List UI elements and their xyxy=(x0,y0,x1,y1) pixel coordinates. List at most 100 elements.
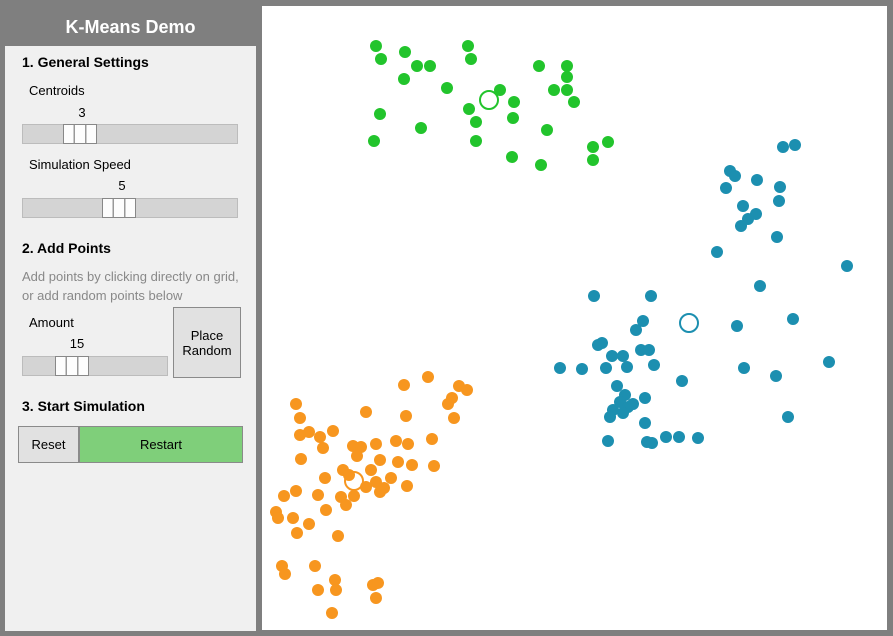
point xyxy=(327,425,339,437)
point xyxy=(506,151,518,163)
point xyxy=(295,453,307,465)
point xyxy=(290,398,302,410)
point xyxy=(348,490,360,502)
point xyxy=(604,411,616,423)
point xyxy=(611,380,623,392)
point xyxy=(535,159,547,171)
place-random-button[interactable]: Place Random xyxy=(173,307,241,378)
point xyxy=(462,40,474,52)
point xyxy=(602,435,614,447)
restart-button[interactable]: Restart xyxy=(79,426,243,463)
point xyxy=(320,504,332,516)
point xyxy=(588,290,600,302)
point xyxy=(731,320,743,332)
point xyxy=(278,490,290,502)
point xyxy=(374,454,386,466)
point xyxy=(711,246,723,258)
section-heading: 3. Start Simulation xyxy=(22,398,145,414)
point xyxy=(554,362,566,374)
amount-slider[interactable] xyxy=(22,356,168,376)
slider-value: 3 xyxy=(78,105,86,120)
hint: Add points by clicking directly on grid,… xyxy=(22,269,239,303)
side-panel: 1. General Settings Centroids 3 Simulati… xyxy=(5,46,256,631)
point xyxy=(290,485,302,497)
point xyxy=(406,459,418,471)
point xyxy=(401,480,413,492)
point xyxy=(368,135,380,147)
point xyxy=(340,499,352,511)
point xyxy=(351,450,363,462)
point xyxy=(823,356,835,368)
speed-slider[interactable] xyxy=(22,198,238,218)
point xyxy=(645,290,657,302)
point xyxy=(648,359,660,371)
point xyxy=(428,460,440,472)
point xyxy=(627,398,639,410)
point xyxy=(692,432,704,444)
point xyxy=(630,324,642,336)
point xyxy=(561,84,573,96)
point xyxy=(639,392,651,404)
point xyxy=(541,124,553,136)
point xyxy=(422,371,434,383)
point xyxy=(729,170,741,182)
point xyxy=(372,577,384,589)
point xyxy=(312,489,324,501)
point xyxy=(319,472,331,484)
point xyxy=(600,362,612,374)
centroids-slider[interactable] xyxy=(22,124,238,144)
point xyxy=(314,431,326,443)
point xyxy=(287,512,299,524)
point xyxy=(773,195,785,207)
centroid xyxy=(344,471,364,491)
point xyxy=(533,60,545,72)
point xyxy=(508,96,520,108)
slider-value: 5 xyxy=(118,178,126,193)
point xyxy=(617,407,629,419)
point xyxy=(294,412,306,424)
section-heading: 1. General Settings xyxy=(22,54,149,70)
point xyxy=(355,441,367,453)
point xyxy=(770,370,782,382)
point xyxy=(774,181,786,193)
point xyxy=(673,431,685,443)
point xyxy=(294,429,306,441)
point xyxy=(370,592,382,604)
point-grid[interactable] xyxy=(262,6,887,630)
point xyxy=(751,174,763,186)
centroid xyxy=(479,90,499,110)
point xyxy=(399,46,411,58)
point xyxy=(771,231,783,243)
point xyxy=(646,437,658,449)
reset-button[interactable]: Reset xyxy=(18,426,79,463)
point xyxy=(279,568,291,580)
point xyxy=(374,486,386,498)
point xyxy=(365,464,377,476)
point xyxy=(463,103,475,115)
point xyxy=(272,512,284,524)
point xyxy=(720,182,732,194)
label: Centroids xyxy=(29,83,85,98)
label: Amount xyxy=(29,315,74,330)
point xyxy=(370,40,382,52)
point xyxy=(754,280,766,292)
point xyxy=(568,96,580,108)
point xyxy=(303,518,315,530)
point xyxy=(737,200,749,212)
point xyxy=(561,60,573,72)
point xyxy=(385,472,397,484)
point xyxy=(617,350,629,362)
point xyxy=(390,435,402,447)
point xyxy=(426,433,438,445)
point xyxy=(448,412,460,424)
point xyxy=(441,82,453,94)
point xyxy=(360,406,372,418)
app-title: K-Means Demo xyxy=(65,17,196,37)
point xyxy=(470,116,482,128)
point xyxy=(317,442,329,454)
point xyxy=(326,607,338,619)
point xyxy=(411,60,423,72)
point xyxy=(643,344,655,356)
point xyxy=(561,71,573,83)
